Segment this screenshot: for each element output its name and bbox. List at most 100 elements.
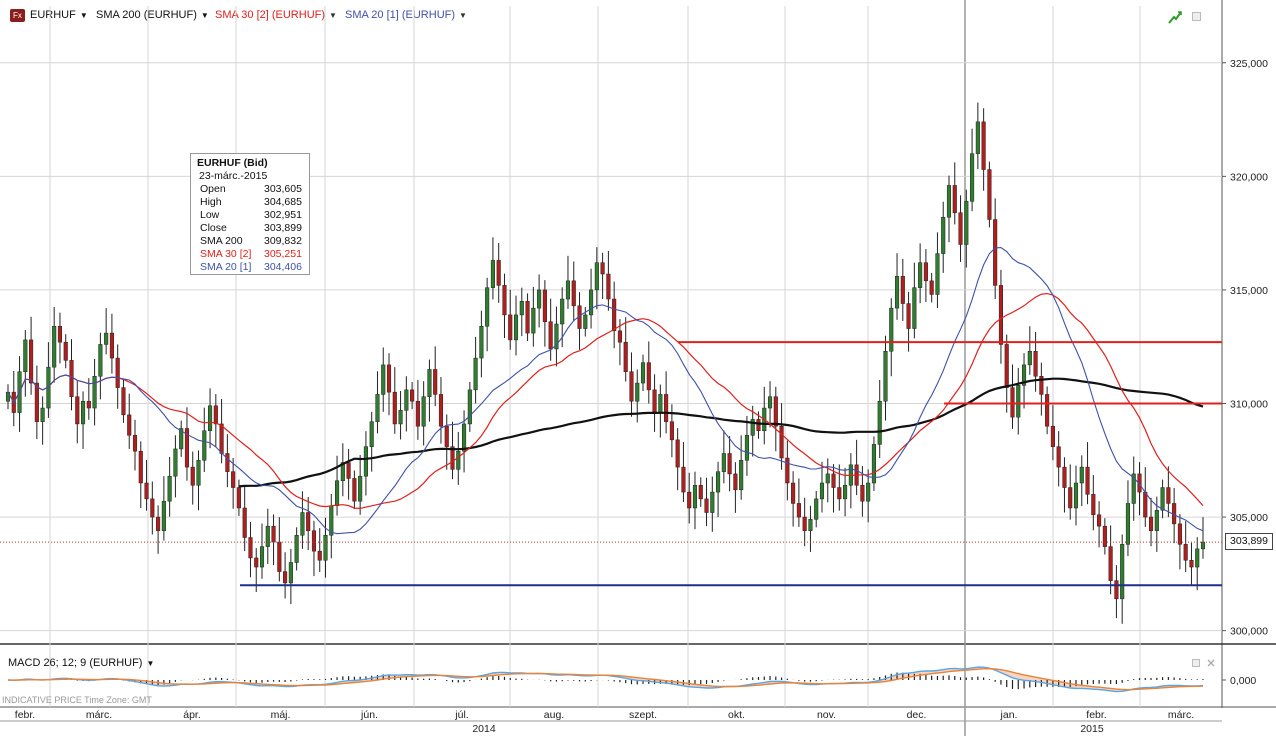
candle-down [317, 550, 322, 561]
candle-down [219, 423, 224, 454]
macd-indicator-selector[interactable]: MACD 26; 12; 9 (EURHUF) ▼ [8, 657, 154, 669]
candle-up [404, 389, 409, 411]
candle-down [444, 425, 449, 447]
last-price-tag: 303,899 [1225, 533, 1273, 550]
candle-up [462, 423, 467, 452]
candle-down [69, 360, 74, 397]
trend-icon[interactable] [1168, 10, 1182, 24]
candle-down [773, 396, 778, 427]
infobox-row: Open 303,605 [191, 183, 309, 196]
sma20-line [7, 247, 1204, 535]
candle-up [589, 289, 594, 316]
candle-up [40, 407, 45, 422]
month-label: márc. [1168, 709, 1194, 721]
month-label: febr. [1086, 709, 1106, 721]
candle-down [756, 419, 761, 432]
macd-close-icon[interactable] [1207, 659, 1215, 667]
candle-down [600, 262, 605, 275]
candle-down [791, 482, 796, 504]
candle-down [438, 394, 444, 427]
candle-down [1143, 491, 1148, 518]
candle-down [727, 453, 732, 475]
candle-up [265, 525, 270, 547]
month-label: márc. [86, 709, 112, 721]
candle-up [80, 400, 86, 425]
candle-up [358, 475, 363, 502]
chevron-down-icon: ▼ [459, 11, 467, 20]
indicator-sma30-label: SMA 30 [2] (EURHUF) [215, 9, 326, 21]
candle-up [167, 475, 172, 502]
candle-down [75, 396, 80, 425]
candle-up [161, 500, 166, 531]
indicator-sma20-selector[interactable]: SMA 20 [1] (EURHUF) ▼ [345, 9, 467, 21]
infobox-key: Open [200, 183, 226, 195]
candle-up [485, 287, 490, 327]
candle-up [964, 201, 969, 245]
candle-down [837, 487, 842, 500]
candle-down [1177, 523, 1182, 545]
infobox-key: SMA 30 [2] [200, 248, 252, 260]
candle-up [814, 498, 819, 520]
price-tick-label: 325,000 [1230, 58, 1268, 70]
candle-down [1062, 466, 1067, 488]
candle-down [617, 330, 622, 343]
indicator-sma30-selector[interactable]: SMA 30 [2] (EURHUF) ▼ [215, 9, 337, 21]
infobox-value: 303,605 [264, 183, 302, 195]
candle-up [1200, 541, 1206, 550]
candle-down [993, 219, 998, 286]
price-tick-label: 310,000 [1230, 399, 1268, 411]
infobox-value: 309,832 [264, 235, 302, 247]
candle-up [473, 357, 478, 391]
candle-down [1045, 394, 1050, 427]
candle-up [912, 287, 917, 329]
candle-down [306, 512, 311, 531]
candle-down [1085, 466, 1090, 495]
candle-up [1027, 351, 1032, 366]
indicator-sma200-label: SMA 200 (EURHUF) [96, 9, 197, 21]
month-label: máj. [271, 709, 291, 721]
infobox-value: 305,251 [264, 248, 302, 260]
candle-up [843, 485, 848, 500]
candle-up [467, 389, 472, 425]
candle-up [594, 262, 599, 291]
candle-up [490, 260, 495, 288]
candle-down [433, 369, 438, 395]
candle-up [323, 534, 328, 561]
candle-down [352, 478, 357, 502]
candle-down [225, 453, 230, 472]
candle-down [952, 185, 957, 213]
candle-down [571, 280, 576, 307]
candle-up [1073, 482, 1079, 509]
candle-down [652, 389, 657, 413]
candle-up [363, 446, 368, 477]
candle-up [739, 460, 744, 491]
candle-down [63, 341, 68, 361]
candle-down [1137, 473, 1142, 493]
candle-down [1039, 375, 1044, 395]
candle-up [750, 419, 755, 436]
candle-up [1079, 466, 1084, 484]
macd-maximize-icon[interactable] [1192, 659, 1200, 667]
candle-down [831, 473, 836, 488]
chevron-down-icon: ▼ [79, 11, 88, 20]
candle-down [496, 260, 501, 286]
candle-up [866, 482, 871, 502]
candle-up [259, 546, 265, 568]
indicator-sma200-selector[interactable]: SMA 200 (EURHUF) ▼ [96, 9, 209, 21]
candle-down [57, 326, 63, 343]
candle-down [277, 541, 282, 572]
candle-down [860, 485, 865, 502]
candle-down [548, 321, 553, 350]
month-label: jan. [1000, 709, 1018, 721]
candle-up [692, 485, 698, 509]
candle-down [231, 471, 236, 488]
macd-label: MACD 26; 12; 9 (EURHUF) [8, 657, 143, 669]
candle-down [156, 516, 161, 531]
instrument-selector[interactable]: EURHUF ▼ [30, 9, 88, 21]
candle-up [427, 369, 432, 397]
candle-up [710, 491, 715, 513]
candle-down [923, 262, 928, 282]
candle-down [311, 530, 317, 552]
maximize-icon[interactable] [1192, 12, 1201, 21]
month-label: dec. [907, 709, 927, 721]
